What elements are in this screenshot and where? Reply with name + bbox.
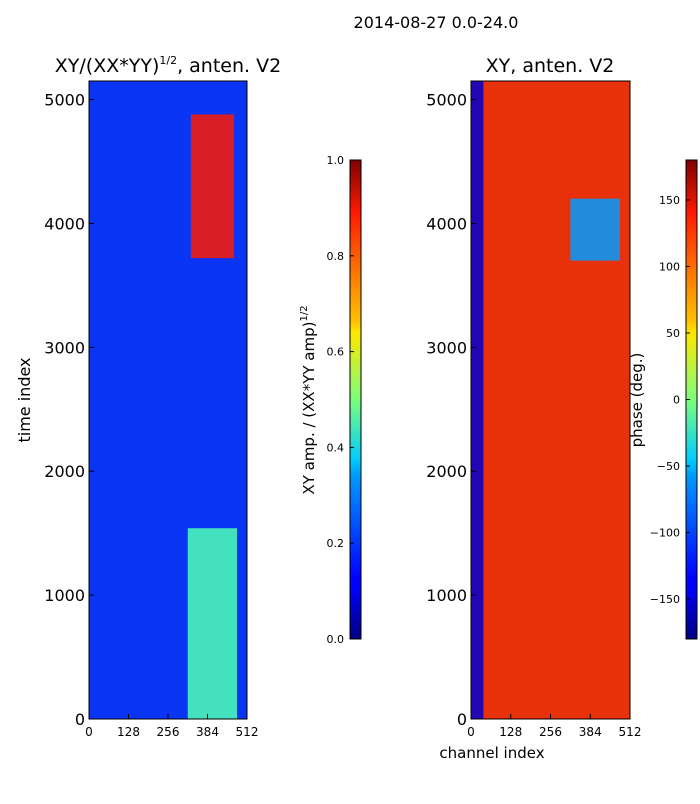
colorbar-tick-label: −150	[650, 593, 680, 606]
y-tick-label: 3000	[426, 338, 467, 357]
colorbar-tick-label: 0	[673, 394, 680, 407]
colorbar-tick-label: 0.2	[327, 537, 345, 550]
colorbar-tick-label: 100	[659, 260, 680, 273]
colorbar-tick-label: 0.4	[327, 441, 345, 454]
colorbar-tick-label: 0.0	[327, 633, 345, 646]
x-tick-label: 0	[85, 725, 93, 739]
heatmap-region-band-mid	[187, 528, 238, 719]
y-tick-label: 1000	[426, 586, 467, 605]
y-tick-label: 2000	[44, 462, 85, 481]
y-tick-label: 4000	[426, 214, 467, 233]
amplitude-colorbar: 0.0 0.2 0.4 0.6 0.8 1.0 XY amp. / (XX*YY amp)…	[299, 154, 362, 646]
heatmap-region-phase-low-left	[471, 81, 484, 719]
colorbar-tick-label: 150	[659, 194, 680, 207]
figure-title: 2014-08-27 0.0-24.0	[354, 13, 519, 32]
x-tick-label: 384	[196, 725, 219, 739]
y-tick-label: 3000	[44, 338, 85, 357]
x-tick-label: 128	[499, 725, 522, 739]
x-tick-label: 256	[539, 725, 562, 739]
phase-colorbar: 150 100 50 0 −50 −100 −150 phase (deg.)	[628, 159, 698, 640]
y-tick-label: 5000	[44, 91, 85, 110]
colorbar-tick-label: 0.6	[327, 346, 345, 359]
x-tick-label: 384	[579, 725, 602, 739]
heatmap-region-band-high	[190, 114, 235, 259]
y-tick-label: 5000	[426, 91, 467, 110]
colorbar-tick-label: −100	[650, 527, 680, 540]
amplitude-title: XY/(XX*YY)1/2, anten. V2	[55, 54, 281, 77]
colorbar-tick-label: −50	[657, 460, 680, 473]
y-tick-label: 1000	[44, 586, 85, 605]
y-tick-label: 2000	[426, 462, 467, 481]
colorbar-tick-label: 0.8	[327, 250, 345, 263]
colorbar-tick-label: 50	[666, 327, 680, 340]
amplitude-colorbar-scale	[349, 159, 362, 640]
x-tick-label: 512	[619, 725, 642, 739]
x-tick-label: 512	[236, 725, 259, 739]
phase-title: XY, anten. V2	[486, 55, 615, 77]
amplitude-ylabel: time index	[15, 357, 34, 442]
colorbar-tick-label: 1.0	[327, 154, 345, 167]
x-tick-label: 256	[157, 725, 180, 739]
heatmap-region-phase-cyan-top	[570, 198, 621, 261]
phase-heatmap-background	[471, 81, 630, 719]
phase-colorbar-label: phase (deg.)	[628, 353, 646, 448]
y-tick-label: 0	[457, 710, 467, 729]
amplitude-panel: XY/(XX*YY)1/2, anten. V2 0 1000 2000 3000 40…	[15, 54, 281, 739]
y-tick-label: 4000	[44, 214, 85, 233]
x-tick-label: 128	[117, 725, 140, 739]
x-tick-label: 0	[467, 725, 475, 739]
y-tick-label: 0	[75, 710, 85, 729]
amplitude-colorbar-label: XY amp. / (XX*YY amp)1/2	[299, 305, 318, 494]
phase-panel: XY, anten. V2 0 1000 2000 3000 4000 5000 0 128…	[426, 55, 641, 762]
phase-xlabel: channel index	[439, 744, 544, 762]
